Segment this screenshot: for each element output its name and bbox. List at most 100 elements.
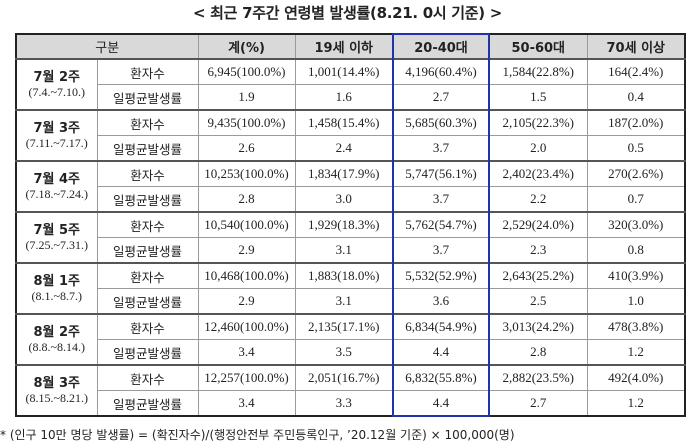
rate-age-under-19: 3.1 bbox=[294, 237, 394, 264]
rate-age-under-19: 3.0 bbox=[294, 186, 394, 213]
rate-age-under-19: 3.3 bbox=[294, 390, 394, 417]
week-cell: 8월 2주 (8.8.~8.14.) bbox=[15, 313, 98, 366]
week-name: 7월 5주 bbox=[33, 222, 81, 238]
table-row: 일평균발생률 2.9 3.1 3.7 2.3 0.8 bbox=[16, 237, 686, 264]
week-name: 7월 3주 bbox=[33, 120, 81, 136]
patients-age-20-40: 6,834(54.9%) bbox=[392, 313, 491, 340]
table-row: 8월 3주 (8.15.~8.21.) 환자수 12,257(100.0%) 2,051… bbox=[15, 364, 686, 417]
rate-age-20-40: 3.7 bbox=[392, 135, 491, 162]
patients-total: 10,253(100.0%) bbox=[197, 160, 296, 187]
rate-age-20-40: 3.6 bbox=[392, 288, 491, 315]
patients-age-50-60: 1,584(22.8%) bbox=[488, 58, 588, 85]
rate-age-under-19: 3.5 bbox=[294, 339, 394, 366]
patients-age-20-40: 4,196(60.4%) bbox=[392, 58, 491, 85]
table-row: 8월 1주 (8.1.~8.7.) 환자수 10,468(100.0%) 1,883(1… bbox=[15, 262, 686, 315]
row-label-patients: 환자수 bbox=[96, 262, 199, 289]
patients-age-20-40: 6,832(55.8%) bbox=[392, 364, 491, 391]
week-name: 7월 4주 bbox=[33, 171, 81, 187]
week-name: 8월 2주 bbox=[33, 324, 81, 340]
row-label-patients: 환자수 bbox=[96, 211, 199, 238]
header-age-70-plus: 70세 이상 bbox=[586, 33, 686, 60]
header-age-20-40: 20-40대 bbox=[392, 33, 491, 60]
patients-age-under-19: 2,051(16.7%) bbox=[294, 364, 394, 391]
row-label-patients: 환자수 bbox=[96, 313, 199, 340]
table-row: 일평균발생률 2.6 2.4 3.7 2.0 0.5 bbox=[16, 135, 686, 162]
table-row: 7월 2주 (7.4.~7.10.) 환자수 6,945(100.0%) 1,001(1… bbox=[15, 58, 686, 111]
row-label-daily-rate: 일평균발생률 bbox=[96, 84, 199, 111]
rate-age-under-19: 2.4 bbox=[294, 135, 394, 162]
rate-age-70-plus: 1.2 bbox=[586, 339, 686, 366]
header-age-under-19: 19세 이하 bbox=[294, 33, 394, 60]
patients-total: 6,945(100.0%) bbox=[197, 58, 296, 85]
week-range: (8.8.~8.14.) bbox=[28, 339, 85, 354]
week-cell: 8월 1주 (8.1.~8.7.) bbox=[15, 262, 98, 315]
patients-total: 9,435(100.0%) bbox=[197, 109, 296, 136]
week-range: (7.11.~7.17.) bbox=[25, 135, 88, 150]
rate-age-under-19: 1.6 bbox=[294, 84, 394, 111]
table-row: 일평균발생률 3.4 3.5 4.4 2.8 1.2 bbox=[16, 339, 686, 366]
week-cell: 8월 3주 (8.15.~8.21.) bbox=[15, 364, 98, 417]
patients-age-20-40: 5,685(60.3%) bbox=[392, 109, 491, 136]
patients-age-70-plus: 270(2.6%) bbox=[586, 160, 686, 187]
table-row: 일평균발생률 3.4 3.3 4.4 2.7 1.2 bbox=[16, 390, 686, 417]
rate-age-under-19: 3.1 bbox=[294, 288, 394, 315]
week-cell: 7월 2주 (7.4.~7.10.) bbox=[15, 58, 98, 111]
patients-age-50-60: 3,013(24.2%) bbox=[488, 313, 588, 340]
table-row: 일평균발생률 2.9 3.1 3.6 2.5 1.0 bbox=[16, 288, 686, 315]
rate-total: 1.9 bbox=[197, 84, 296, 111]
table-row: 8월 2주 (8.8.~8.14.) 환자수 12,460(100.0%) 2,135(… bbox=[15, 313, 686, 366]
rate-age-50-60: 1.5 bbox=[488, 84, 588, 111]
rate-age-20-40: 4.4 bbox=[392, 339, 491, 366]
patients-age-under-19: 2,135(17.1%) bbox=[294, 313, 394, 340]
patients-age-under-19: 1,929(18.3%) bbox=[294, 211, 394, 238]
rate-age-50-60: 2.8 bbox=[488, 339, 588, 366]
rate-age-70-plus: 0.7 bbox=[586, 186, 686, 213]
patients-age-70-plus: 492(4.0%) bbox=[586, 364, 686, 391]
rate-age-20-40: 3.7 bbox=[392, 186, 491, 213]
week-range: (7.4.~7.10.) bbox=[28, 84, 85, 99]
patients-age-50-60: 2,643(25.2%) bbox=[488, 262, 588, 289]
rate-age-50-60: 2.2 bbox=[488, 186, 588, 213]
patients-total: 12,460(100.0%) bbox=[197, 313, 296, 340]
footnote: * (인구 10만 명당 발생률) = (확진자수)/(행정안전부 주민등록인구… bbox=[0, 428, 515, 442]
rate-age-70-plus: 0.8 bbox=[586, 237, 686, 264]
table-row: 일평균발생률 2.8 3.0 3.7 2.2 0.7 bbox=[16, 186, 686, 213]
rate-age-50-60: 2.7 bbox=[488, 390, 588, 417]
rate-age-70-plus: 0.4 bbox=[586, 84, 686, 111]
row-label-patients: 환자수 bbox=[96, 109, 199, 136]
header-row: 구분 계(%) 19세 이하 20-40대 50-60대 70세 이상 bbox=[15, 33, 686, 60]
table-row: 7월 4주 (7.18.~7.24.) 환자수 10,253(100.0%) 1,834… bbox=[15, 160, 686, 213]
row-label-daily-rate: 일평균발생률 bbox=[96, 288, 199, 315]
rate-age-50-60: 2.0 bbox=[488, 135, 588, 162]
rate-age-70-plus: 0.5 bbox=[586, 135, 686, 162]
header-age-50-60: 50-60대 bbox=[488, 33, 588, 60]
patients-age-50-60: 2,882(23.5%) bbox=[488, 364, 588, 391]
rate-total: 3.4 bbox=[197, 339, 296, 366]
patients-age-under-19: 1,834(17.9%) bbox=[294, 160, 394, 187]
patients-age-20-40: 5,747(56.1%) bbox=[392, 160, 491, 187]
table-row: 7월 3주 (7.11.~7.17.) 환자수 9,435(100.0%) 1,458(… bbox=[15, 109, 686, 162]
rate-age-20-40: 2.7 bbox=[392, 84, 491, 111]
week-cell: 7월 4주 (7.18.~7.24.) bbox=[15, 160, 98, 213]
incidence-table: 구분 계(%) 19세 이하 20-40대 50-60대 70세 이상 7월 2… bbox=[15, 33, 687, 417]
week-range: (7.18.~7.24.) bbox=[25, 186, 88, 201]
patients-age-50-60: 2,529(24.0%) bbox=[488, 211, 588, 238]
rate-age-50-60: 2.5 bbox=[488, 288, 588, 315]
patients-age-70-plus: 478(3.8%) bbox=[586, 313, 686, 340]
patients-age-50-60: 2,402(23.4%) bbox=[488, 160, 588, 187]
rate-total: 3.4 bbox=[197, 390, 296, 417]
week-range: (7.25.~7.31.) bbox=[25, 237, 88, 252]
row-label-patients: 환자수 bbox=[96, 160, 199, 187]
rate-age-70-plus: 1.0 bbox=[586, 288, 686, 315]
patients-total: 10,540(100.0%) bbox=[197, 211, 296, 238]
patients-age-70-plus: 164(2.4%) bbox=[586, 58, 686, 85]
patients-age-70-plus: 320(3.0%) bbox=[586, 211, 686, 238]
row-label-daily-rate: 일평균발생률 bbox=[96, 339, 199, 366]
patients-age-20-40: 5,532(52.9%) bbox=[392, 262, 491, 289]
patients-age-70-plus: 187(2.0%) bbox=[586, 109, 686, 136]
week-range: (8.1.~8.7.) bbox=[31, 288, 82, 303]
table-row: 7월 5주 (7.25.~7.31.) 환자수 10,540(100.0%) 1,929… bbox=[15, 211, 686, 264]
table-title: < 최근 7주간 연령별 발생률(8.21. 0시 기준) > bbox=[192, 4, 503, 22]
patients-total: 10,468(100.0%) bbox=[197, 262, 296, 289]
patients-age-50-60: 2,105(22.3%) bbox=[488, 109, 588, 136]
